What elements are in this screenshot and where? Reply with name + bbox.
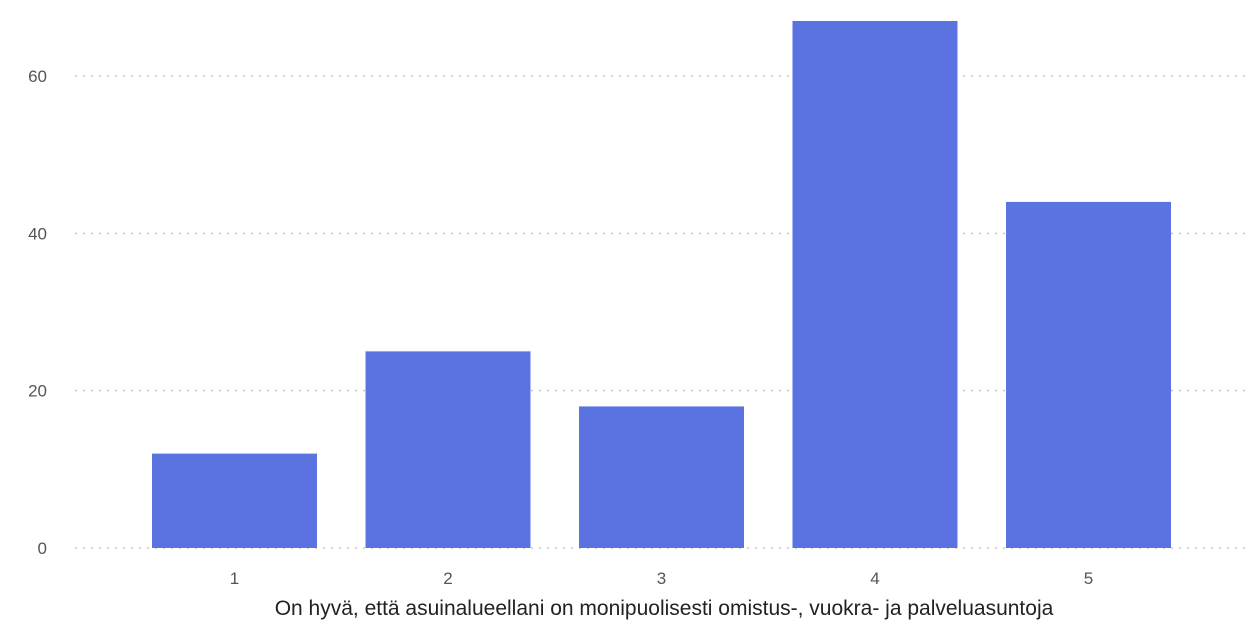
bar-3 xyxy=(579,406,744,548)
bar-4 xyxy=(792,21,958,548)
x-tick-label: 1 xyxy=(230,569,239,588)
x-tick-label: 2 xyxy=(443,569,452,588)
x-axis-ticks: 1 2 3 4 5 xyxy=(230,569,1093,588)
x-tick-label: 3 xyxy=(657,569,666,588)
y-tick-label: 0 xyxy=(38,539,47,558)
y-tick-label: 20 xyxy=(28,382,47,401)
x-tick-label: 4 xyxy=(870,569,879,588)
bars xyxy=(152,21,1171,548)
x-tick-label: 5 xyxy=(1084,569,1093,588)
y-axis-ticks: 0 20 40 60 xyxy=(28,67,47,558)
bar-5 xyxy=(1006,201,1171,548)
y-tick-label: 40 xyxy=(28,224,47,243)
y-tick-label: 60 xyxy=(28,67,47,86)
bar-2 xyxy=(365,351,531,548)
x-axis-label: On hyvä, että asuinalueellani on monipuo… xyxy=(275,597,1054,620)
bar-1 xyxy=(152,453,317,548)
